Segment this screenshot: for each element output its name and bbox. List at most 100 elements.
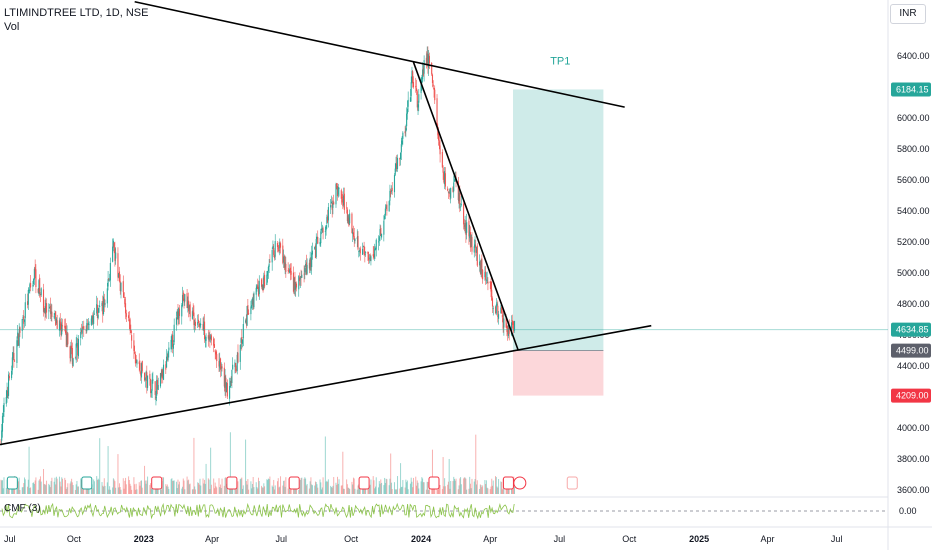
volume-bar	[469, 476, 471, 494]
candle-body	[11, 357, 13, 371]
volume-bar	[157, 489, 159, 494]
currency-selector[interactable]: INR	[890, 4, 926, 24]
volume-bar	[495, 477, 497, 494]
candle-body	[501, 314, 503, 318]
volume-bar	[101, 482, 103, 494]
candle-body	[399, 157, 401, 160]
candle-body	[396, 157, 399, 169]
trendlines[interactable]	[0, 0, 652, 446]
candle-body	[247, 305, 249, 315]
candle-body	[379, 228, 381, 237]
volume-bar	[236, 487, 238, 494]
volume-bar	[163, 477, 165, 494]
candle-body	[311, 250, 313, 255]
candle-body	[475, 247, 478, 253]
candle-body	[251, 304, 253, 308]
candle-body	[92, 314, 94, 323]
candle-body	[369, 259, 371, 261]
volume-bar	[316, 484, 318, 494]
volume-bar	[400, 487, 402, 494]
candle-body	[80, 329, 83, 333]
candle-body	[497, 305, 499, 318]
volume-bar	[450, 481, 452, 494]
volume-bar	[369, 484, 371, 494]
candle-body	[129, 319, 131, 331]
time-scale[interactable]: Jul Oct 2023 Apr Jul Oct 2024 Apr Jul Oct 2025 Apr J…	[4, 534, 842, 544]
candle-body	[508, 326, 510, 334]
volume-bar	[447, 484, 449, 494]
volume-bar	[423, 482, 425, 494]
volume-bar	[65, 488, 67, 494]
volume-bar	[449, 488, 451, 494]
volume-bar	[330, 487, 332, 494]
volume-bar	[172, 480, 174, 494]
candle-body	[498, 314, 500, 319]
volume-bar	[417, 482, 419, 494]
candle-body	[45, 303, 48, 313]
volume-bar	[218, 478, 220, 494]
candle-body	[354, 239, 356, 242]
candle-body	[368, 257, 370, 259]
candle-body	[96, 305, 98, 319]
candle-body	[223, 367, 225, 387]
candle-body	[341, 197, 343, 199]
candle-body	[293, 278, 295, 291]
price-scale[interactable]: 3600.003800.004000.004200.004400.004600.…	[897, 51, 930, 516]
candle-body	[187, 301, 189, 308]
volume-bar	[214, 482, 216, 494]
candle-body	[50, 311, 52, 315]
volume-bar	[416, 480, 418, 494]
candle-body	[276, 242, 279, 247]
volume-bar	[397, 476, 399, 494]
volume-bar	[240, 478, 242, 494]
volume-bar	[188, 484, 190, 494]
volume-bar	[388, 485, 390, 494]
candle-body	[240, 338, 242, 343]
volume-bar	[129, 483, 131, 494]
volume-bar	[215, 486, 217, 494]
candle-body	[484, 272, 486, 278]
position-zones[interactable]	[512, 89, 604, 396]
volume-bar	[489, 489, 491, 494]
candle-body	[39, 277, 41, 292]
candle-body	[199, 323, 201, 326]
indicator-label[interactable]: CMF (3)	[4, 503, 41, 514]
candle-body	[214, 350, 216, 353]
volume-label: Vol	[4, 21, 20, 33]
candle-body	[506, 325, 508, 332]
candle-body	[135, 361, 137, 363]
volume-bar	[251, 484, 253, 494]
candle-body	[489, 281, 491, 283]
volume-bar	[285, 477, 287, 494]
candle-body	[481, 258, 483, 271]
candle-body	[444, 171, 446, 185]
candle-body	[114, 248, 116, 261]
volume-bar	[90, 487, 92, 494]
volume-bar	[454, 478, 456, 494]
volume-bar	[437, 489, 439, 494]
cmf-indicator	[0, 502, 888, 520]
candle-body	[134, 354, 136, 364]
volume-bar	[103, 486, 105, 494]
volume-bar	[320, 482, 322, 494]
volume-bar	[194, 489, 196, 494]
candle-body	[500, 307, 502, 314]
earnings-markers[interactable]	[6, 476, 578, 490]
volume-bar	[40, 481, 42, 494]
candle-body	[152, 379, 154, 381]
symbol-title[interactable]: LTIMINDTREE LTD, 1D, NSE	[4, 7, 149, 19]
volume-bar	[261, 487, 263, 494]
volume-bar	[256, 487, 258, 494]
volume-bar	[198, 484, 200, 494]
candle-body	[273, 248, 275, 255]
candle-body	[45, 303, 47, 313]
volume-bar	[182, 478, 184, 494]
candle-body	[503, 318, 505, 328]
candle-body	[112, 240, 114, 247]
volume-bar	[39, 476, 41, 494]
candle-body	[410, 82, 412, 96]
volume-bar	[480, 485, 482, 494]
volume-bar	[51, 477, 53, 494]
volume-bar	[183, 480, 185, 494]
